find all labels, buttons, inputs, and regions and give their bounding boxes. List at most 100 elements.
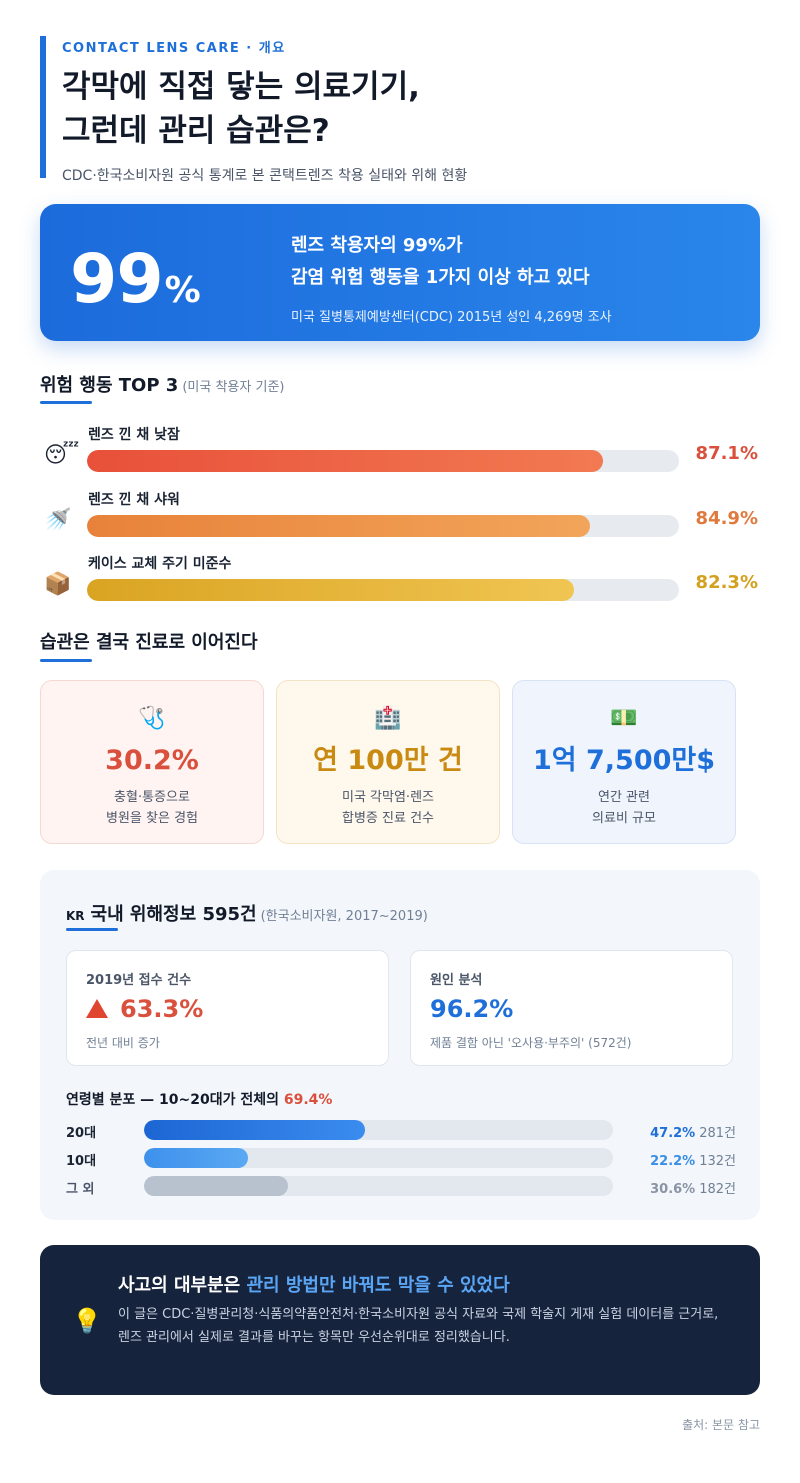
risk-bar-fill bbox=[87, 450, 603, 472]
risk-bar-track bbox=[87, 579, 679, 601]
stat-box-cause: 원인 분석 96.2% 제품 결함 아닌 '오사용·부주의' (572건) bbox=[410, 950, 733, 1066]
summary-callout: 💡 사고의 대부분은 관리 방법만 바꿔도 막을 수 있었다 이 글은 CDC·… bbox=[40, 1245, 760, 1395]
callout-title-text: 사고의 대부분은 bbox=[118, 1275, 247, 1296]
age-row: 20대 47.2% 281건 bbox=[66, 1120, 736, 1142]
stat-box-label: 2019년 접수 건수 bbox=[86, 973, 192, 988]
title-line-2: 그런데 관리 습관은? bbox=[62, 113, 330, 149]
source-footnote: 출처: 본문 참고 bbox=[682, 1418, 760, 1432]
triangle-up-icon bbox=[86, 999, 108, 1018]
kr-flag-label: KR bbox=[66, 909, 85, 923]
stat-box-sub: 전년 대비 증가 bbox=[86, 1036, 160, 1050]
stat-box-label: 원인 분석 bbox=[430, 973, 483, 988]
age-value: 47.2% 281건 bbox=[650, 1122, 736, 1141]
age-percent: 22.2% bbox=[650, 1154, 696, 1169]
card-desc-line: 연간 관련 bbox=[598, 790, 650, 805]
callout-body-line: 렌즈 관리에서 실제로 결과를 바꾸는 항목만 우선순위대로 정리했습니다. bbox=[118, 1330, 510, 1345]
hero-stat: 99% bbox=[70, 240, 201, 331]
risk-title-text: 위험 행동 TOP 3 bbox=[40, 375, 179, 396]
age-bar-fill bbox=[144, 1120, 366, 1140]
age-label: 20대 bbox=[66, 1126, 97, 1141]
age-title-text: 연령별 분포 — 10~20대가 전체의 bbox=[66, 1092, 284, 1108]
shower-icon: 🚿 bbox=[44, 508, 72, 533]
box-icon: 📦 bbox=[44, 572, 72, 597]
hero-source: 미국 질병통제예방센터(CDC) 2015년 성인 4,269명 조사 bbox=[291, 310, 612, 325]
risk-item: 🚿 렌즈 낀 채 샤워 84.9% bbox=[40, 489, 760, 545]
card-value: 30.2% bbox=[105, 745, 199, 776]
age-count: 182건 bbox=[699, 1182, 736, 1197]
page-subtitle: CDC·한국소비자원 공식 통계로 본 콘택트렌즈 착용 실태와 위해 현황 bbox=[62, 168, 468, 184]
risk-title-aside: (미국 착용자 기준) bbox=[182, 380, 285, 395]
callout-body-line: 이 글은 CDC·질병관리청·식품의약품안전처·한국소비자원 공식 자료와 국제… bbox=[118, 1307, 719, 1322]
card-desc-line: 병원을 찾은 경험 bbox=[106, 811, 198, 826]
sleeping-face-icon: 😴 bbox=[44, 443, 80, 468]
age-bar-fill bbox=[144, 1148, 249, 1168]
card-desc-line: 미국 각막염·렌즈 bbox=[342, 790, 434, 805]
hero-number: 99 bbox=[70, 240, 164, 319]
kr-incident-panel: KR 국내 위해정보 595건 (한국소비자원, 2017~2019) 2019년 … bbox=[40, 870, 760, 1220]
stethoscope-icon: 🩺 bbox=[138, 706, 166, 731]
page-title: 각막에 직접 닿는 의료기기, 그런데 관리 습관은? bbox=[62, 65, 740, 153]
risk-bar-fill bbox=[87, 579, 575, 601]
risk-value: 82.3% bbox=[695, 572, 758, 593]
hero-headline-1: 렌즈 착용자의 99%가 bbox=[291, 235, 463, 256]
stat-box-value-text: 63.3% bbox=[120, 995, 204, 1023]
panel-title-text: 국내 위해정보 595건 bbox=[90, 904, 257, 925]
age-label: 그 외 bbox=[66, 1182, 95, 1197]
card-description: 연간 관련 의료비 규모 bbox=[513, 787, 735, 829]
callout-body: 이 글은 CDC·질병관리청·식품의약품안전처·한국소비자원 공식 자료와 국제… bbox=[118, 1303, 738, 1349]
age-title-highlight: 69.4% bbox=[283, 1092, 333, 1108]
hospital-chart-icon: 🏥 bbox=[374, 706, 402, 731]
page-header: CONTACT LENS CARE · 개요 각막에 직접 닿는 의료기기, 그… bbox=[40, 36, 740, 184]
stat-box-2019: 2019년 접수 건수 63.3% 전년 대비 증가 bbox=[66, 950, 389, 1066]
stat-card: 💵 1억 7,500만$ 연간 관련 의료비 규모 bbox=[512, 680, 736, 844]
risk-label: 렌즈 낀 채 낮잠 bbox=[88, 427, 180, 443]
risk-bar-track bbox=[87, 515, 679, 537]
age-value: 30.6% 182건 bbox=[650, 1178, 736, 1197]
risk-bar-track bbox=[87, 450, 679, 472]
callout-title-highlight: 관리 방법만 바꿔도 막을 수 있었다 bbox=[246, 1275, 510, 1296]
age-row: 그 외 30.6% 182건 bbox=[66, 1176, 736, 1198]
risk-bar-fill bbox=[87, 515, 590, 537]
habit-section-title: 습관은 결국 진료로 이어진다 bbox=[40, 632, 258, 653]
callout-title: 사고의 대부분은 관리 방법만 바꿔도 막을 수 있었다 bbox=[118, 1271, 510, 1297]
card-value: 1억 7,500만$ bbox=[532, 745, 716, 776]
age-percent: 47.2% bbox=[650, 1126, 696, 1141]
age-count: 132건 bbox=[699, 1154, 736, 1169]
card-description: 충혈·통증으로 병원을 찾은 경험 bbox=[41, 787, 263, 829]
age-row: 10대 22.2% 132건 bbox=[66, 1148, 736, 1170]
panel-title: KR 국내 위해정보 595건 (한국소비자원, 2017~2019) bbox=[66, 900, 428, 926]
hero-banner: 99% 렌즈 착용자의 99%가 감염 위험 행동을 1가지 이상 하고 있다 … bbox=[40, 204, 760, 341]
stat-box-sub: 제품 결함 아닌 '오사용·부주의' (572건) bbox=[430, 1036, 632, 1050]
age-bar-track bbox=[144, 1120, 613, 1140]
card-value: 연 100만 건 bbox=[313, 745, 463, 776]
risk-label: 케이스 교체 주기 미준수 bbox=[88, 556, 232, 572]
card-desc-line: 충혈·통증으로 bbox=[114, 790, 190, 805]
age-value: 22.2% 132건 bbox=[650, 1150, 736, 1169]
card-desc-line: 의료비 규모 bbox=[592, 811, 656, 826]
title-line-1: 각막에 직접 닿는 의료기기, bbox=[62, 69, 420, 105]
age-percent: 30.6% bbox=[650, 1182, 696, 1197]
hero-unit: % bbox=[164, 270, 201, 311]
age-bar-fill bbox=[144, 1176, 288, 1196]
risk-item: 📦 케이스 교체 주기 미준수 82.3% bbox=[40, 553, 760, 609]
risk-section-title: 위험 행동 TOP 3 (미국 착용자 기준) bbox=[40, 371, 284, 397]
stat-card: 🩺 30.2% 충혈·통증으로 병원을 찾은 경험 bbox=[40, 680, 264, 844]
risk-value: 87.1% bbox=[695, 443, 758, 464]
age-bar-track bbox=[144, 1148, 613, 1168]
risk-item: 😴 렌즈 낀 채 낮잠 87.1% bbox=[40, 424, 760, 480]
age-distribution-title: 연령별 분포 — 10~20대가 전체의 69.4% bbox=[66, 1089, 332, 1109]
eyebrow: CONTACT LENS CARE · 개요 bbox=[62, 41, 286, 56]
card-desc-line: 합병증 진료 건수 bbox=[342, 811, 434, 826]
age-count: 281건 bbox=[699, 1126, 736, 1141]
section-underline bbox=[40, 659, 92, 662]
stat-card: 🏥 연 100만 건 미국 각막염·렌즈 합병증 진료 건수 bbox=[276, 680, 500, 844]
hero-headline-2: 감염 위험 행동을 1가지 이상 하고 있다 bbox=[291, 267, 590, 288]
stat-box-value: 96.2% bbox=[430, 995, 514, 1023]
hero-text: 렌즈 착용자의 99%가 감염 위험 행동을 1가지 이상 하고 있다 미국 질… bbox=[291, 230, 612, 325]
risk-value: 84.9% bbox=[695, 508, 758, 529]
age-bar-track bbox=[144, 1176, 613, 1196]
risk-label: 렌즈 낀 채 샤워 bbox=[88, 492, 180, 508]
age-label: 10대 bbox=[66, 1154, 97, 1169]
lightbulb-icon: 💡 bbox=[72, 1307, 102, 1335]
section-underline bbox=[40, 401, 92, 404]
